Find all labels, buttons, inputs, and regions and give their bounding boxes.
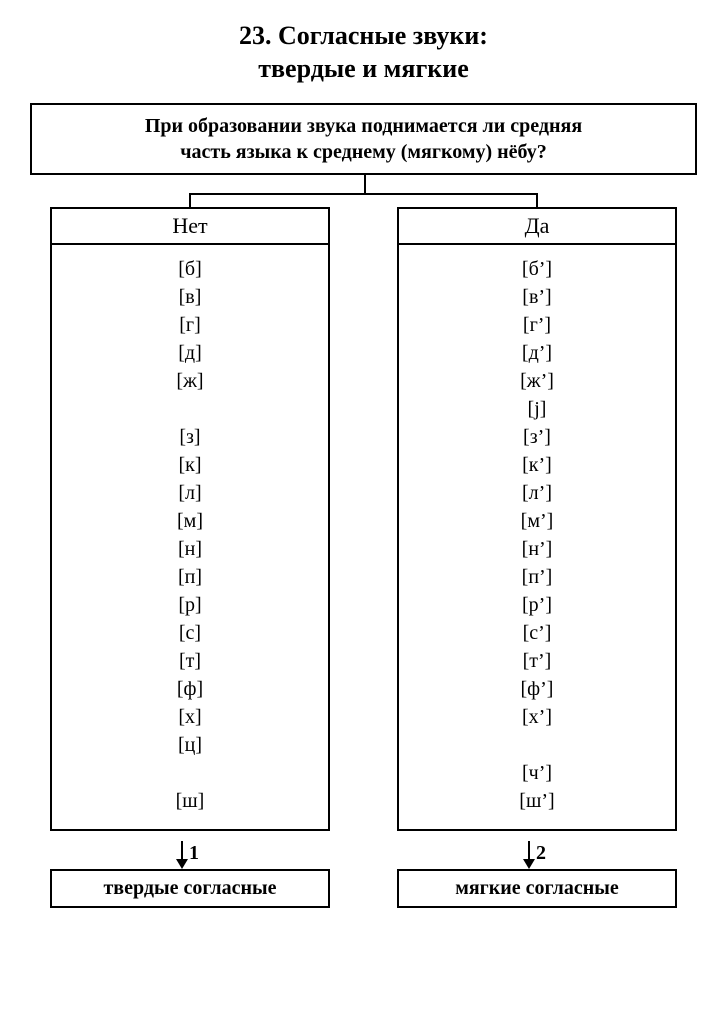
sound-item: [ш’] [399,787,675,815]
sound-item: [р] [52,591,328,619]
diagram-title: 23. Согласные звуки: твердые и мягкие [20,20,707,85]
sound-item [399,731,675,759]
left-header: Нет [52,209,328,245]
sound-item: [ж’] [399,367,675,395]
question-line-1: При образовании звука поднимается ли сре… [42,113,685,139]
branches-container: Нет [б][в][г][д][ж] [з][к][л][м][н][п][р… [20,193,707,908]
sound-item: [н] [52,535,328,563]
sound-item: [х’] [399,703,675,731]
sound-item: [д] [52,339,328,367]
sound-item: [б] [52,255,328,283]
question-box: При образовании звука поднимается ли сре… [30,103,697,175]
left-arrow-number: 1 [189,842,199,867]
sound-item: [в] [52,283,328,311]
sound-item: [з’] [399,423,675,451]
left-arrow-wrap: 1 [181,833,199,867]
sound-item: [м’] [399,507,675,535]
sound-item: [м] [52,507,328,535]
horizontal-connector [190,193,537,195]
sound-item: [ф] [52,675,328,703]
sound-item: [ц] [52,731,328,759]
right-branch: Да [б’][в’][г’][д’][ж’][j][з’][к’][л’][м… [397,193,677,908]
right-column-box: Да [б’][в’][г’][д’][ж’][j][з’][к’][л’][м… [397,207,677,831]
sound-item: [х] [52,703,328,731]
right-sounds-list: [б’][в’][г’][д’][ж’][j][з’][к’][л’][м’][… [399,245,675,829]
sound-item: [з] [52,423,328,451]
sound-item: [к] [52,451,328,479]
sound-item: [л’] [399,479,675,507]
sound-item: [к’] [399,451,675,479]
right-header: Да [399,209,675,245]
sound-item: [в’] [399,283,675,311]
sound-item [52,395,328,423]
sound-item: [г] [52,311,328,339]
sound-item: [ч’] [399,759,675,787]
sound-item: [т’] [399,647,675,675]
connector-stem [20,175,707,193]
left-connector [189,193,191,207]
sound-item: [j] [399,395,675,423]
sound-item: [с] [52,619,328,647]
title-line-1: 23. Согласные звуки: [20,20,707,53]
sound-item: [б’] [399,255,675,283]
sound-item: [л] [52,479,328,507]
sound-item: [п’] [399,563,675,591]
sound-item: [ш] [52,787,328,815]
sound-item: [н’] [399,535,675,563]
left-result: твердые согласные [50,869,330,908]
right-connector [536,193,538,207]
sound-item: [п] [52,563,328,591]
arrow-down-icon [181,841,183,867]
left-sounds-list: [б][в][г][д][ж] [з][к][л][м][н][п][р][с]… [52,245,328,829]
right-arrow-wrap: 2 [528,833,546,867]
title-line-2: твердые и мягкие [20,53,707,86]
arrow-down-icon [528,841,530,867]
sound-item [52,759,328,787]
sound-item: [ф’] [399,675,675,703]
sound-item: [ж] [52,367,328,395]
left-column-box: Нет [б][в][г][д][ж] [з][к][л][м][н][п][р… [50,207,330,831]
sound-item: [г’] [399,311,675,339]
left-branch: Нет [б][в][г][д][ж] [з][к][л][м][н][п][р… [50,193,330,908]
sound-item: [т] [52,647,328,675]
right-arrow-number: 2 [536,842,546,867]
sound-item: [д’] [399,339,675,367]
question-line-2: часть языка к среднему (мягкому) нёбу? [42,139,685,165]
sound-item: [с’] [399,619,675,647]
sound-item: [р’] [399,591,675,619]
right-result: мягкие согласные [397,869,677,908]
